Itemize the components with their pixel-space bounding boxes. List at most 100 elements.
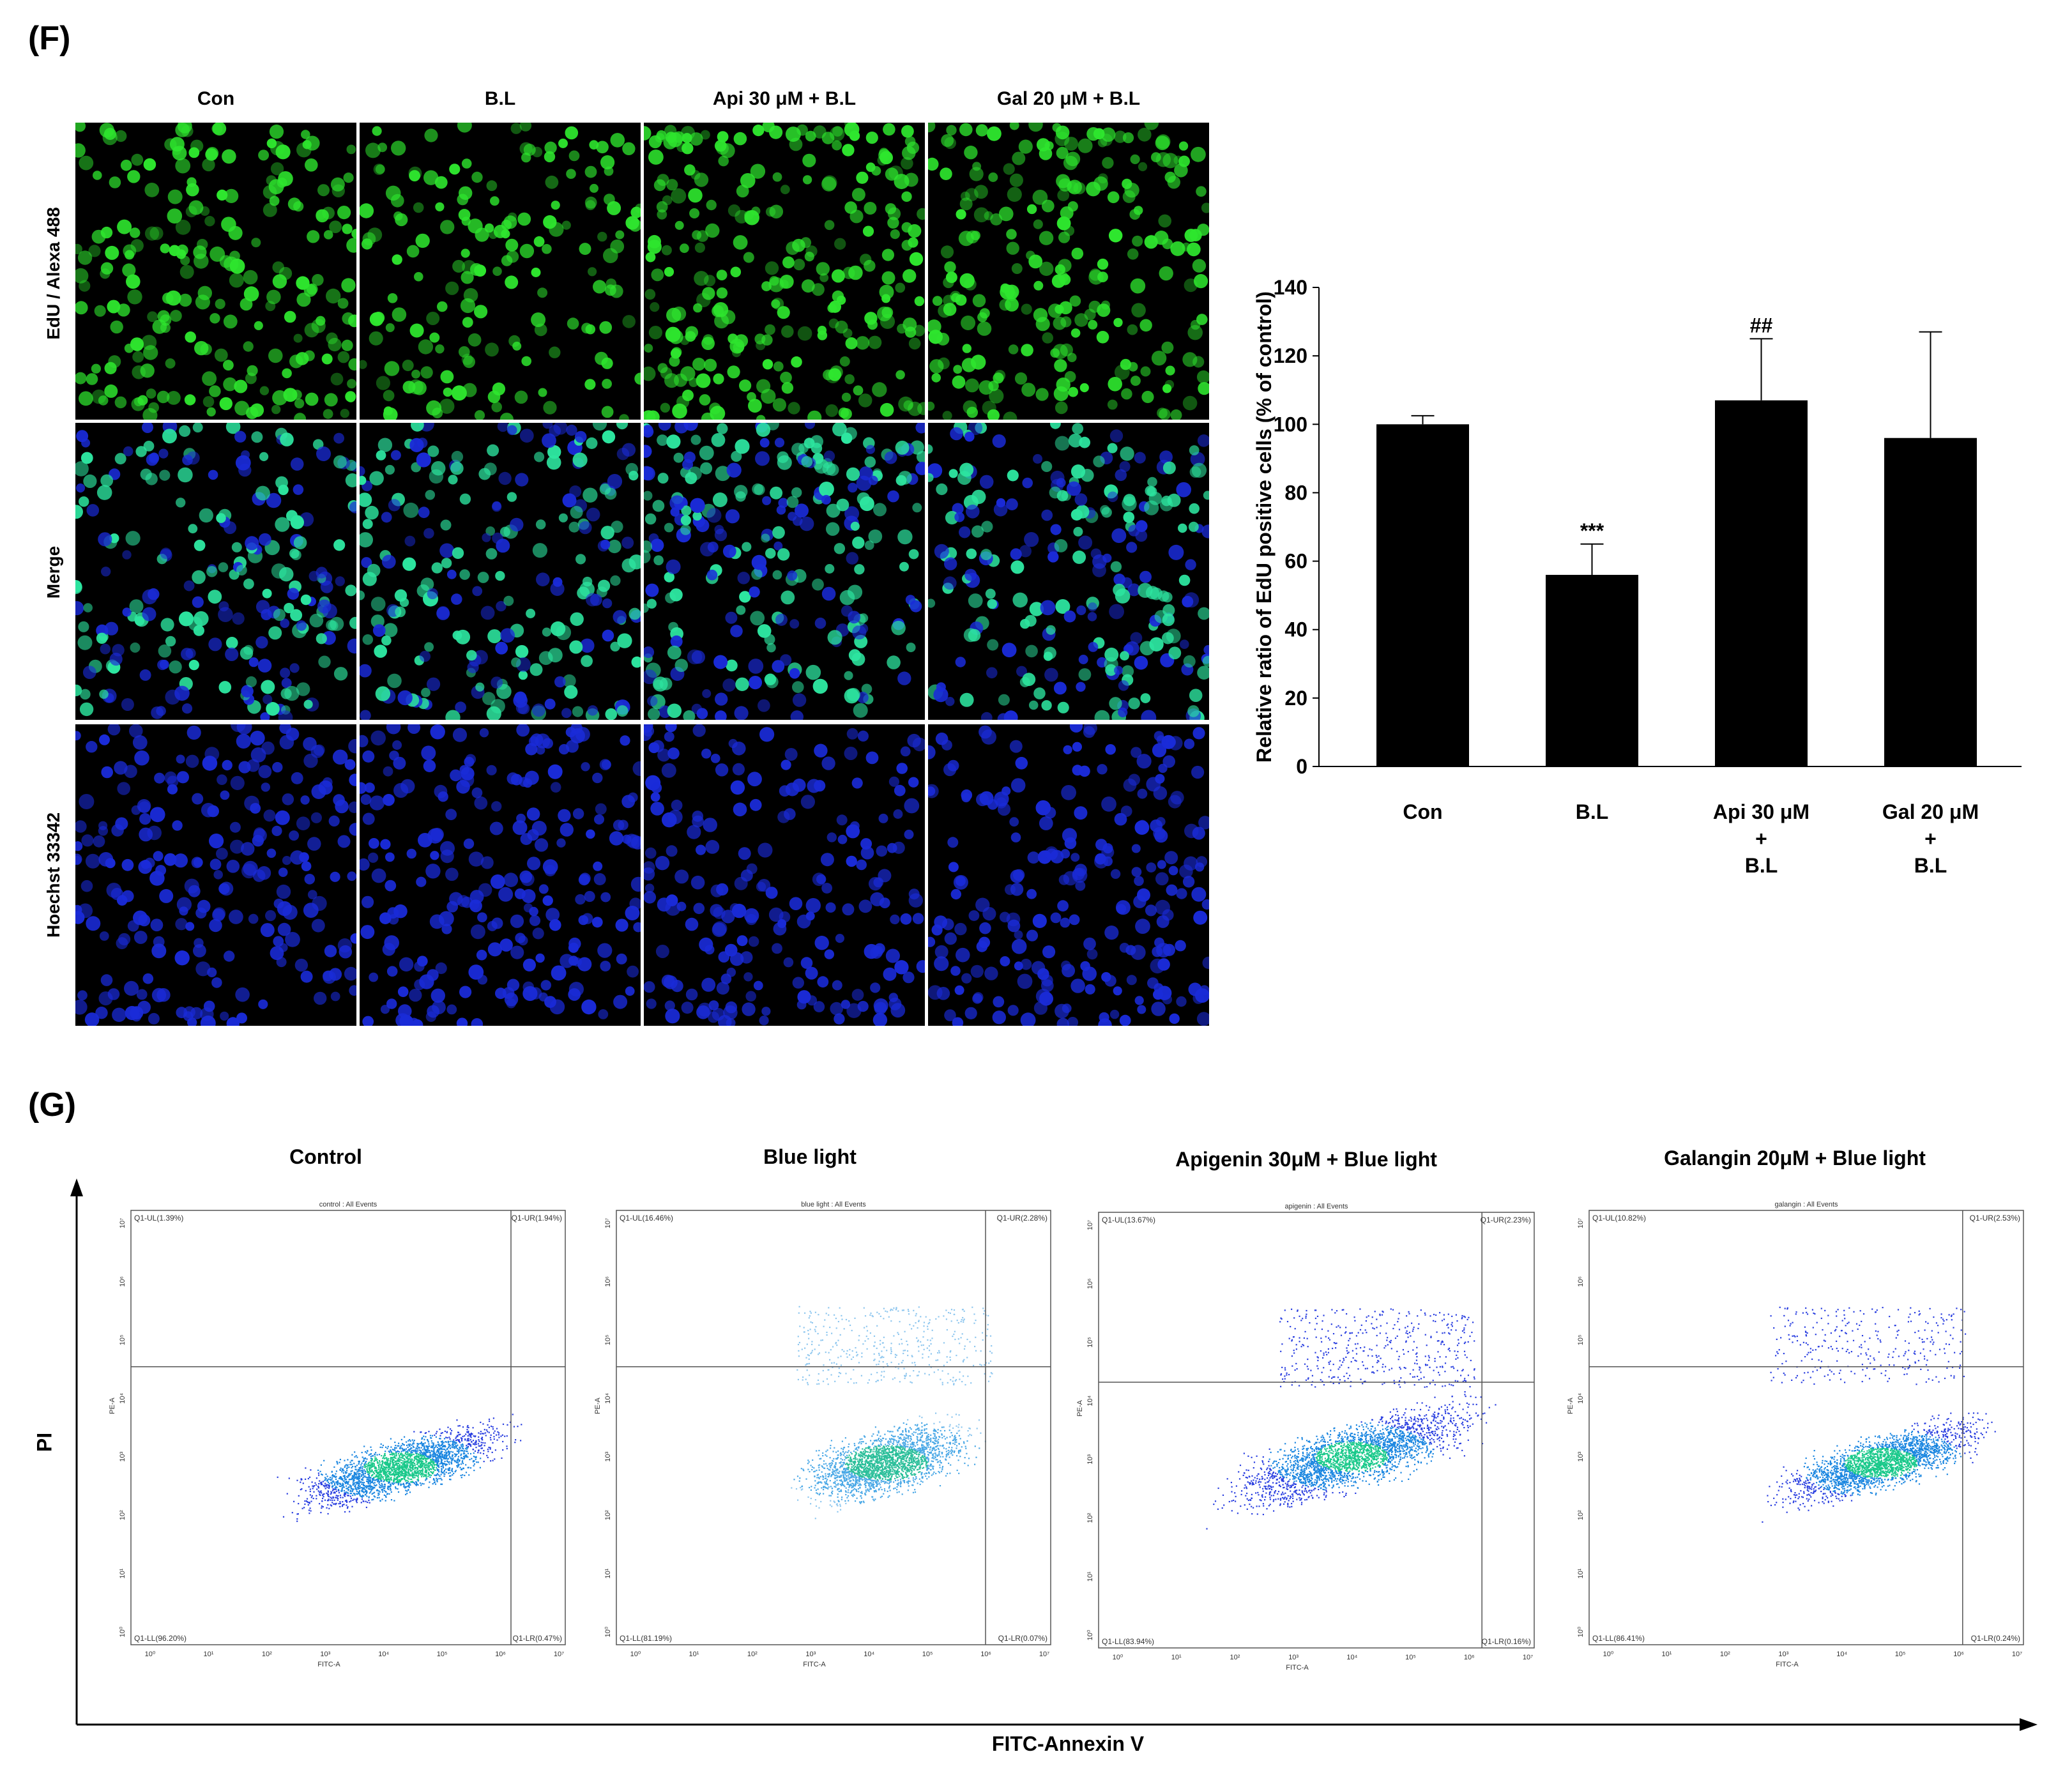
nucleus [337, 835, 351, 848]
nucleus [1145, 485, 1155, 496]
nucleus [792, 778, 806, 792]
nucleus [764, 634, 775, 645]
nucleus [821, 176, 837, 192]
nucleus [136, 989, 148, 1000]
event-dot [413, 1463, 415, 1465]
nucleus [972, 993, 983, 1004]
nucleus [1018, 139, 1033, 154]
event-dot [377, 1492, 379, 1494]
nucleus [1138, 583, 1153, 598]
event-dot [430, 1471, 432, 1473]
event-dot [360, 1475, 363, 1477]
nucleus [266, 492, 282, 508]
event-dot [354, 1493, 356, 1495]
nucleus [735, 677, 749, 691]
nucleus [945, 271, 957, 284]
nucleus [290, 609, 303, 621]
event-dot [475, 1456, 477, 1458]
nucleus [770, 486, 783, 499]
event-dot [347, 1459, 349, 1461]
nucleus [568, 942, 579, 953]
event-dot [332, 1474, 334, 1476]
nucleus [192, 596, 204, 608]
nucleus [435, 962, 447, 974]
nucleus [427, 677, 441, 691]
nucleus [955, 657, 966, 667]
event-dot [368, 1454, 370, 1456]
nucleus [646, 598, 657, 609]
nucleus [1085, 984, 1095, 995]
event-dot [321, 1505, 323, 1507]
nucleus [307, 837, 321, 851]
nucleus [817, 330, 828, 340]
nucleus [1111, 528, 1127, 544]
nucleus [208, 590, 222, 604]
nucleus [229, 273, 244, 288]
nucleus [1046, 625, 1056, 635]
nucleus [1035, 388, 1049, 401]
event-dot [462, 1426, 464, 1428]
nucleus [186, 183, 199, 197]
nucleus [358, 532, 373, 548]
event-dot [312, 1497, 314, 1500]
event-dot [387, 1445, 389, 1447]
nucleus [807, 779, 821, 793]
event-dot [335, 1490, 337, 1492]
nucleus [73, 120, 86, 132]
nucleus [1199, 985, 1210, 996]
nucleus [496, 600, 507, 612]
nucleus [1134, 452, 1146, 464]
event-dot [415, 1474, 417, 1477]
event-dot [434, 1461, 436, 1463]
nucleus [416, 452, 431, 468]
event-dot [481, 1433, 484, 1435]
nucleus [289, 663, 300, 673]
nucleus [736, 185, 749, 198]
nucleus [682, 390, 694, 401]
event-dot [369, 1485, 370, 1488]
nucleus [174, 685, 190, 701]
nucleus [758, 699, 770, 712]
nucleus [1203, 491, 1212, 500]
event-dot [441, 1479, 443, 1481]
event-dot [422, 1474, 423, 1476]
nucleus [1140, 693, 1151, 703]
nucleus [234, 431, 247, 443]
nucleus [671, 980, 683, 993]
event-dot [348, 1473, 350, 1475]
event-dot [436, 1481, 438, 1482]
event-dot [319, 1480, 321, 1482]
nucleus [959, 526, 971, 538]
nucleus [781, 590, 795, 605]
event-dot [425, 1479, 427, 1481]
event-dot [404, 1480, 406, 1482]
nucleus [418, 833, 432, 848]
nucleus [1039, 816, 1053, 830]
nucleus [305, 392, 319, 406]
nucleus [356, 735, 369, 747]
nucleus [282, 856, 292, 865]
nucleus [193, 944, 206, 957]
nucleus [1178, 155, 1190, 167]
event-dot [360, 1495, 362, 1497]
micrograph-hoechst-api [637, 719, 929, 1029]
nucleus [1050, 850, 1064, 864]
flow-plot-frame [130, 1210, 566, 1645]
nucleus [181, 648, 194, 660]
nucleus [1157, 958, 1170, 971]
event-dot [419, 1452, 421, 1454]
event-dot [408, 1454, 410, 1456]
event-dot [360, 1467, 362, 1469]
nucleus [1146, 777, 1161, 792]
nucleus [545, 175, 559, 189]
event-dot [341, 1471, 343, 1473]
event-dot [457, 1458, 459, 1459]
event-dot [395, 1455, 397, 1457]
nucleus [792, 977, 804, 989]
event-dot [414, 1475, 416, 1477]
nucleus [510, 945, 524, 959]
nucleus [1182, 595, 1194, 607]
event-dot [428, 1486, 430, 1488]
nucleus [294, 958, 309, 972]
